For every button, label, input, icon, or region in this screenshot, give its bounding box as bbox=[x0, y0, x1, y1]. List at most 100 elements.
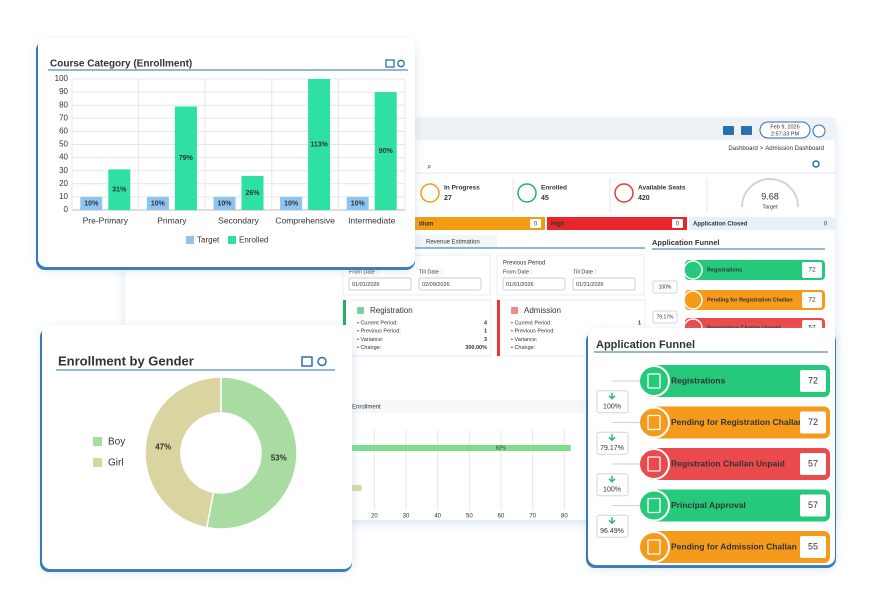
conversion-arrow bbox=[608, 517, 616, 525]
y-tick-label: 90 bbox=[59, 87, 68, 96]
metric-title: Admission bbox=[524, 306, 561, 315]
date-input bbox=[572, 277, 636, 291]
legend-label: Boy bbox=[108, 437, 125, 448]
status-count: 0 bbox=[824, 222, 828, 228]
funnel-count-small: 72 bbox=[808, 267, 816, 274]
metric-accent bbox=[497, 300, 500, 356]
funnel-step-name: Pending for Registration Challan bbox=[671, 417, 803, 427]
y-tick-label: 100 bbox=[55, 74, 69, 83]
stat-icon bbox=[614, 183, 634, 203]
x-tick-label: 70 bbox=[529, 514, 536, 520]
metric-row-label: • Previous Period: bbox=[511, 329, 555, 335]
bar bbox=[108, 169, 131, 210]
period-title: Previous Period bbox=[503, 261, 545, 267]
conversion: 79.17% bbox=[600, 445, 624, 452]
funnel-icon bbox=[638, 365, 670, 397]
metric-row-value: 1 bbox=[638, 320, 641, 326]
funnel-count-small: 72 bbox=[808, 297, 816, 304]
metric-row-value: 300.00% bbox=[465, 345, 487, 351]
card-icon bbox=[317, 356, 327, 367]
gender-title: Enrollment by Gender bbox=[58, 353, 194, 368]
conversion-box bbox=[596, 514, 629, 538]
breadcrumb: Dashboard > Admission Dashboard bbox=[728, 146, 824, 152]
plot bbox=[80, 79, 397, 210]
card-icon bbox=[385, 59, 395, 68]
bar-label: 82% bbox=[496, 445, 507, 451]
x-tick-label: 80 bbox=[561, 514, 568, 520]
funnel-step bbox=[646, 365, 830, 397]
x-tick-label: Primary bbox=[157, 215, 187, 225]
stat-label: Enrolled bbox=[541, 185, 567, 192]
stat-value: 420 bbox=[638, 195, 650, 202]
x-tick-label: Secondary bbox=[218, 215, 259, 225]
toolbar-icon bbox=[741, 126, 752, 135]
from-date: 01/01/2026 bbox=[352, 282, 380, 288]
bar-label: 79% bbox=[179, 155, 194, 162]
funnel-count-box bbox=[800, 411, 826, 434]
funnel-title-small: Application Funnel bbox=[652, 238, 720, 247]
metric-row-label: • Variance: bbox=[357, 337, 384, 343]
y-tick-label: 50 bbox=[59, 140, 68, 149]
funnel-count: 57 bbox=[808, 458, 818, 468]
funnel-step-name: Pending for Admission Challan bbox=[671, 541, 797, 551]
date-input bbox=[418, 277, 482, 291]
date-input bbox=[348, 277, 412, 291]
status-count-box bbox=[530, 219, 541, 228]
time: 2:57:33 PM bbox=[771, 131, 800, 137]
bar bbox=[80, 196, 103, 210]
from-label: From Date : bbox=[349, 269, 379, 275]
bar bbox=[374, 92, 397, 210]
funnel-step-small bbox=[685, 290, 825, 310]
conversion-box bbox=[596, 473, 629, 497]
x-tick-label: 20 bbox=[371, 514, 378, 520]
bar bbox=[174, 106, 197, 210]
funnel-step-name: Principal Approval bbox=[671, 500, 746, 510]
x-tick-label: 50 bbox=[466, 514, 473, 520]
funnel-icon bbox=[638, 531, 670, 563]
from-label: From Date : bbox=[503, 269, 533, 275]
stat-value: 45 bbox=[541, 195, 549, 202]
stat-label: In Progress bbox=[444, 185, 480, 192]
x-tick-label: 60 bbox=[498, 514, 505, 520]
status-label: Application Closed bbox=[693, 222, 748, 228]
till-date: 01/31/2026 bbox=[576, 282, 604, 288]
status-count: 0 bbox=[534, 222, 538, 228]
funnel-icon-doc bbox=[647, 456, 661, 472]
bar-label: 10% bbox=[351, 200, 366, 207]
conversion-box-small bbox=[652, 310, 678, 324]
conversion-box-small bbox=[652, 280, 678, 294]
refresh-icon bbox=[812, 160, 820, 168]
funnel-count-box-small bbox=[802, 262, 822, 278]
breadcrumb-part: Dashboard bbox=[728, 146, 757, 152]
bar bbox=[213, 196, 236, 210]
funnel-count-box bbox=[800, 494, 826, 517]
funnel-title: Application Funnel bbox=[596, 339, 695, 351]
bar bbox=[346, 196, 369, 210]
bar-label: 10% bbox=[284, 200, 299, 207]
metric-row-value: 4 bbox=[484, 320, 488, 326]
funnel-step bbox=[646, 531, 830, 563]
gauge-value: 9.68 bbox=[761, 191, 779, 201]
funnel-icon bbox=[638, 406, 670, 439]
funnel-icon-small bbox=[683, 290, 703, 310]
y-tick-label: 60 bbox=[59, 127, 68, 136]
gauge-arc bbox=[741, 178, 799, 208]
from-date: 01/01/2026 bbox=[506, 282, 534, 288]
search-icon: ⌕ bbox=[427, 162, 431, 171]
funnel-step bbox=[646, 489, 830, 522]
toolbar-icon bbox=[723, 126, 734, 135]
avatar bbox=[812, 124, 826, 138]
conversion: 100% bbox=[603, 404, 621, 411]
legend-swatch bbox=[228, 236, 236, 244]
metric-row-label: • Change: bbox=[357, 345, 382, 351]
funnel-count-box bbox=[800, 453, 826, 475]
enrollment-title: Enrollment bbox=[352, 405, 381, 411]
legend-label: Target bbox=[197, 236, 220, 245]
bar bbox=[146, 196, 169, 210]
funnel-icon bbox=[638, 448, 670, 480]
legend-swatch bbox=[186, 236, 194, 244]
funnel-icon-doc bbox=[647, 497, 661, 514]
date: Feb 9, 2026 bbox=[770, 124, 799, 130]
funnel-icon bbox=[638, 489, 670, 522]
breadcrumb-part: > bbox=[760, 146, 764, 152]
